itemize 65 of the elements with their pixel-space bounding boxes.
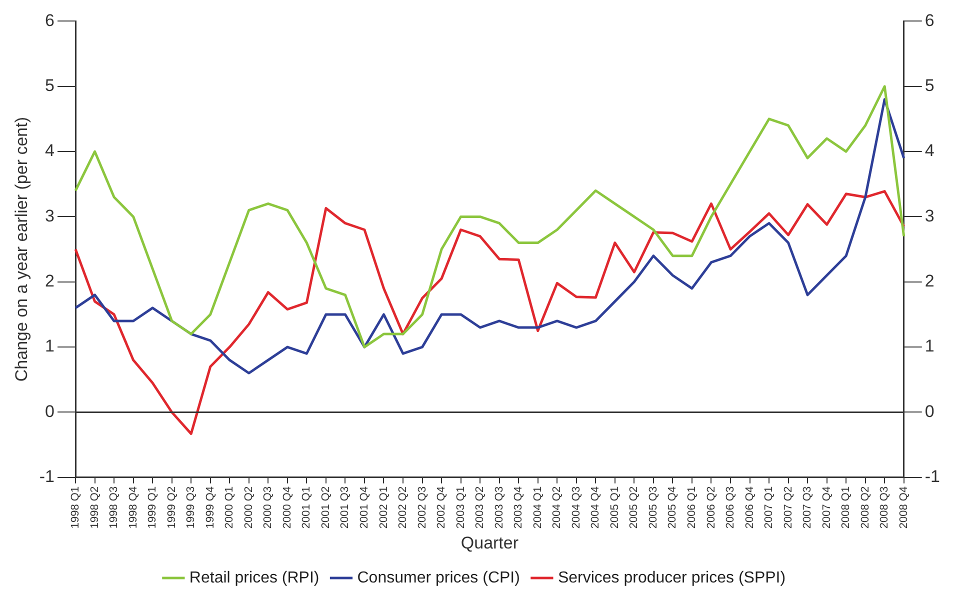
x-tick-label: 2004 Q3 bbox=[570, 486, 582, 529]
x-tick-label: 2006 Q3 bbox=[724, 486, 737, 529]
y2-tick-label: 1 bbox=[924, 336, 934, 356]
x-tick-label: 2002 Q4 bbox=[436, 486, 448, 529]
x-tick-label: 1998 Q2 bbox=[88, 486, 101, 529]
x-tick-label: 2003 Q2 bbox=[474, 486, 486, 529]
x-tick-label: 2005 Q1 bbox=[608, 486, 621, 529]
x-tick-label: 2008 Q2 bbox=[859, 486, 872, 529]
x-tick-label: 2006 Q4 bbox=[744, 486, 756, 529]
y-tick-label: 4 bbox=[45, 141, 55, 160]
x-tick-label: 2007 Q4 bbox=[820, 486, 833, 529]
y2-tick-label: 6 bbox=[924, 10, 934, 30]
x-tick-label: 2003 Q1 bbox=[454, 486, 467, 529]
x-tick-label: 2006 Q1 bbox=[686, 486, 698, 529]
y-axis-title: Change on a year earlier (per cent) bbox=[12, 117, 31, 382]
x-tick-label: 2003 Q3 bbox=[493, 486, 506, 529]
y2-tick-label: 4 bbox=[924, 141, 934, 160]
x-tick-label: 2005 Q4 bbox=[666, 486, 679, 529]
x-tick-label: 2000 Q4 bbox=[281, 486, 294, 529]
y-tick-label: 0 bbox=[45, 402, 55, 421]
x-tick-label: 2001 Q3 bbox=[339, 486, 352, 529]
x-tick-label: 1999 Q2 bbox=[166, 486, 178, 529]
x-tick-label: 2000 Q1 bbox=[224, 486, 236, 529]
x-tick-label: 2005 Q3 bbox=[647, 486, 660, 529]
x-tick-label: 2004 Q2 bbox=[551, 486, 564, 529]
x-tick-label: 2005 Q2 bbox=[628, 486, 640, 529]
x-tick-label: 1999 Q1 bbox=[146, 486, 159, 529]
x-tick-label: 2002 Q1 bbox=[378, 486, 390, 529]
y-tick-label: -1 bbox=[39, 467, 55, 486]
x-tick-label: 1998 Q4 bbox=[127, 486, 140, 529]
legend-label: Services producer prices (SPPI) bbox=[558, 569, 786, 586]
x-tick-label: 1999 Q3 bbox=[185, 486, 198, 529]
y2-tick-label: 5 bbox=[924, 76, 934, 96]
x-tick-label: 1999 Q4 bbox=[204, 486, 216, 529]
x-tick-label: 2002 Q2 bbox=[397, 486, 410, 529]
x-tick-label: 2006 Q2 bbox=[705, 486, 718, 529]
y-tick-label: 6 bbox=[45, 10, 55, 30]
y2-tick-label: 0 bbox=[924, 402, 934, 421]
legend-label: Consumer prices (CPI) bbox=[357, 569, 520, 586]
y2-tick-label: 3 bbox=[924, 206, 934, 226]
y-tick-label: 3 bbox=[45, 206, 55, 226]
x-tick-label: 2003 Q4 bbox=[512, 486, 525, 529]
x-tick-label: 2007 Q1 bbox=[763, 486, 776, 529]
y-tick-label: 1 bbox=[45, 336, 55, 356]
x-tick-label: 1998 Q1 bbox=[70, 486, 82, 529]
x-tick-label: 2000 Q3 bbox=[262, 486, 274, 529]
y-tick-label: 5 bbox=[45, 76, 55, 96]
x-tick-label: 2001 Q1 bbox=[300, 486, 313, 529]
y2-tick-label: 2 bbox=[924, 272, 934, 291]
x-tick-label: 1998 Q3 bbox=[108, 486, 120, 529]
x-tick-label: 2008 Q1 bbox=[840, 486, 852, 529]
x-tick-label: 2004 Q1 bbox=[532, 486, 544, 529]
y-tick-label: 2 bbox=[45, 272, 55, 291]
y2-tick-label: -1 bbox=[924, 467, 940, 486]
x-tick-label: 2002 Q3 bbox=[416, 486, 428, 529]
legend-label: Retail prices (RPI) bbox=[189, 569, 320, 586]
x-tick-label: 2007 Q2 bbox=[782, 486, 794, 529]
x-tick-label: 2001 Q4 bbox=[358, 486, 371, 529]
x-tick-label: 2000 Q2 bbox=[242, 486, 255, 529]
x-tick-label: 2008 Q4 bbox=[898, 486, 910, 529]
x-tick-label: 2007 Q3 bbox=[802, 486, 814, 529]
x-tick-label: 2008 Q3 bbox=[878, 486, 891, 529]
x-tick-label: 2004 Q4 bbox=[590, 486, 602, 529]
x-axis-title: Quarter bbox=[460, 533, 519, 552]
x-tick-label: 2001 Q2 bbox=[320, 486, 332, 529]
